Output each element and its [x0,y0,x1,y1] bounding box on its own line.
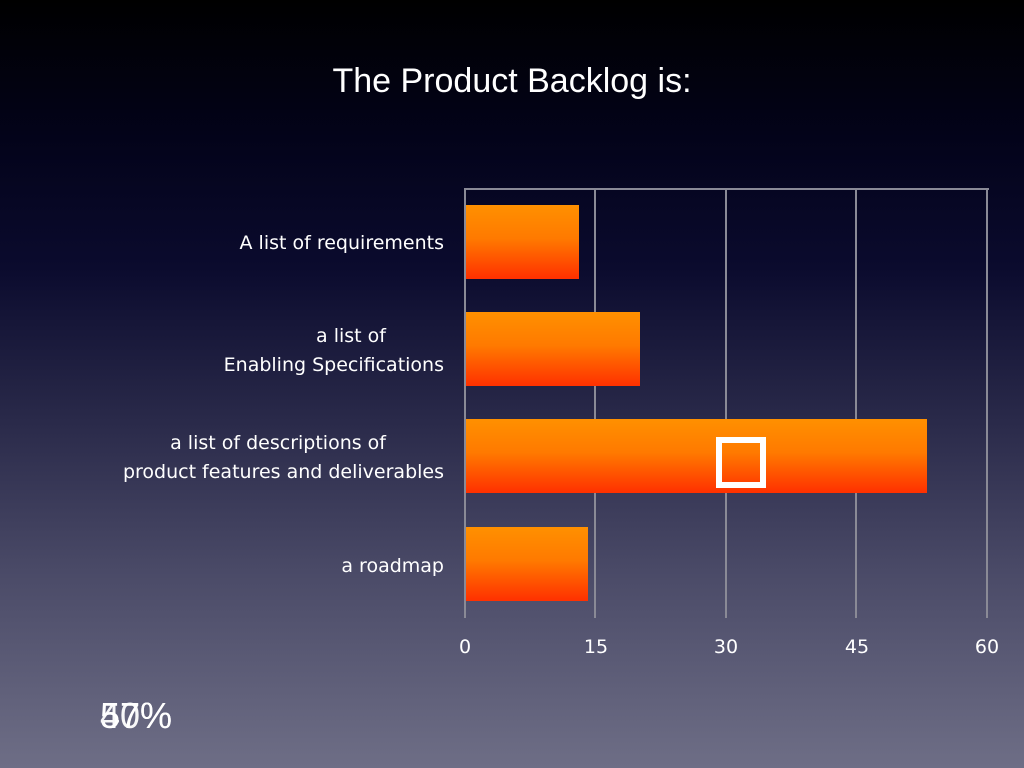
bar-requirements [466,205,579,279]
x-tick-0: 0 [458,636,472,658]
bar-enabling-specifications [466,312,640,386]
category-label-roadmap: a roadmap [341,552,444,581]
plot-top-border [465,188,989,190]
gridline-60 [986,188,988,618]
category-label-product-features: a list of descriptions of product featur… [123,429,444,487]
x-tick-60: 60 [974,636,1000,658]
slide-title: The Product Backlog is: [332,62,692,100]
category-label-requirements: A list of requirements [240,229,444,258]
x-tick-45: 45 [844,636,870,658]
category-label-line: a list of [316,325,386,347]
category-label-line: Enabling Specifications [223,354,444,376]
percent-label-57: 57% [100,695,173,736]
x-tick-15: 15 [583,636,609,658]
correct-answer-square-icon [716,437,766,488]
gridline-15 [594,188,596,618]
gridline-45 [855,188,857,618]
bar-roadmap [466,527,588,601]
category-label-enabling-specifications: a list of Enabling Specifications [224,322,444,380]
gridline-30 [725,188,727,618]
category-label-line: product features and deliverables [122,461,444,483]
bar-chart-plot-area [464,188,989,618]
bar-product-features [466,419,927,493]
category-label-line: a list of descriptions of [170,432,386,454]
category-label-line: a roadmap [341,555,444,577]
category-label-line: A list of requirements [239,232,444,254]
percent-label-40: 40% [100,695,173,736]
gridline-0 [464,188,466,618]
x-tick-30: 30 [713,636,739,658]
